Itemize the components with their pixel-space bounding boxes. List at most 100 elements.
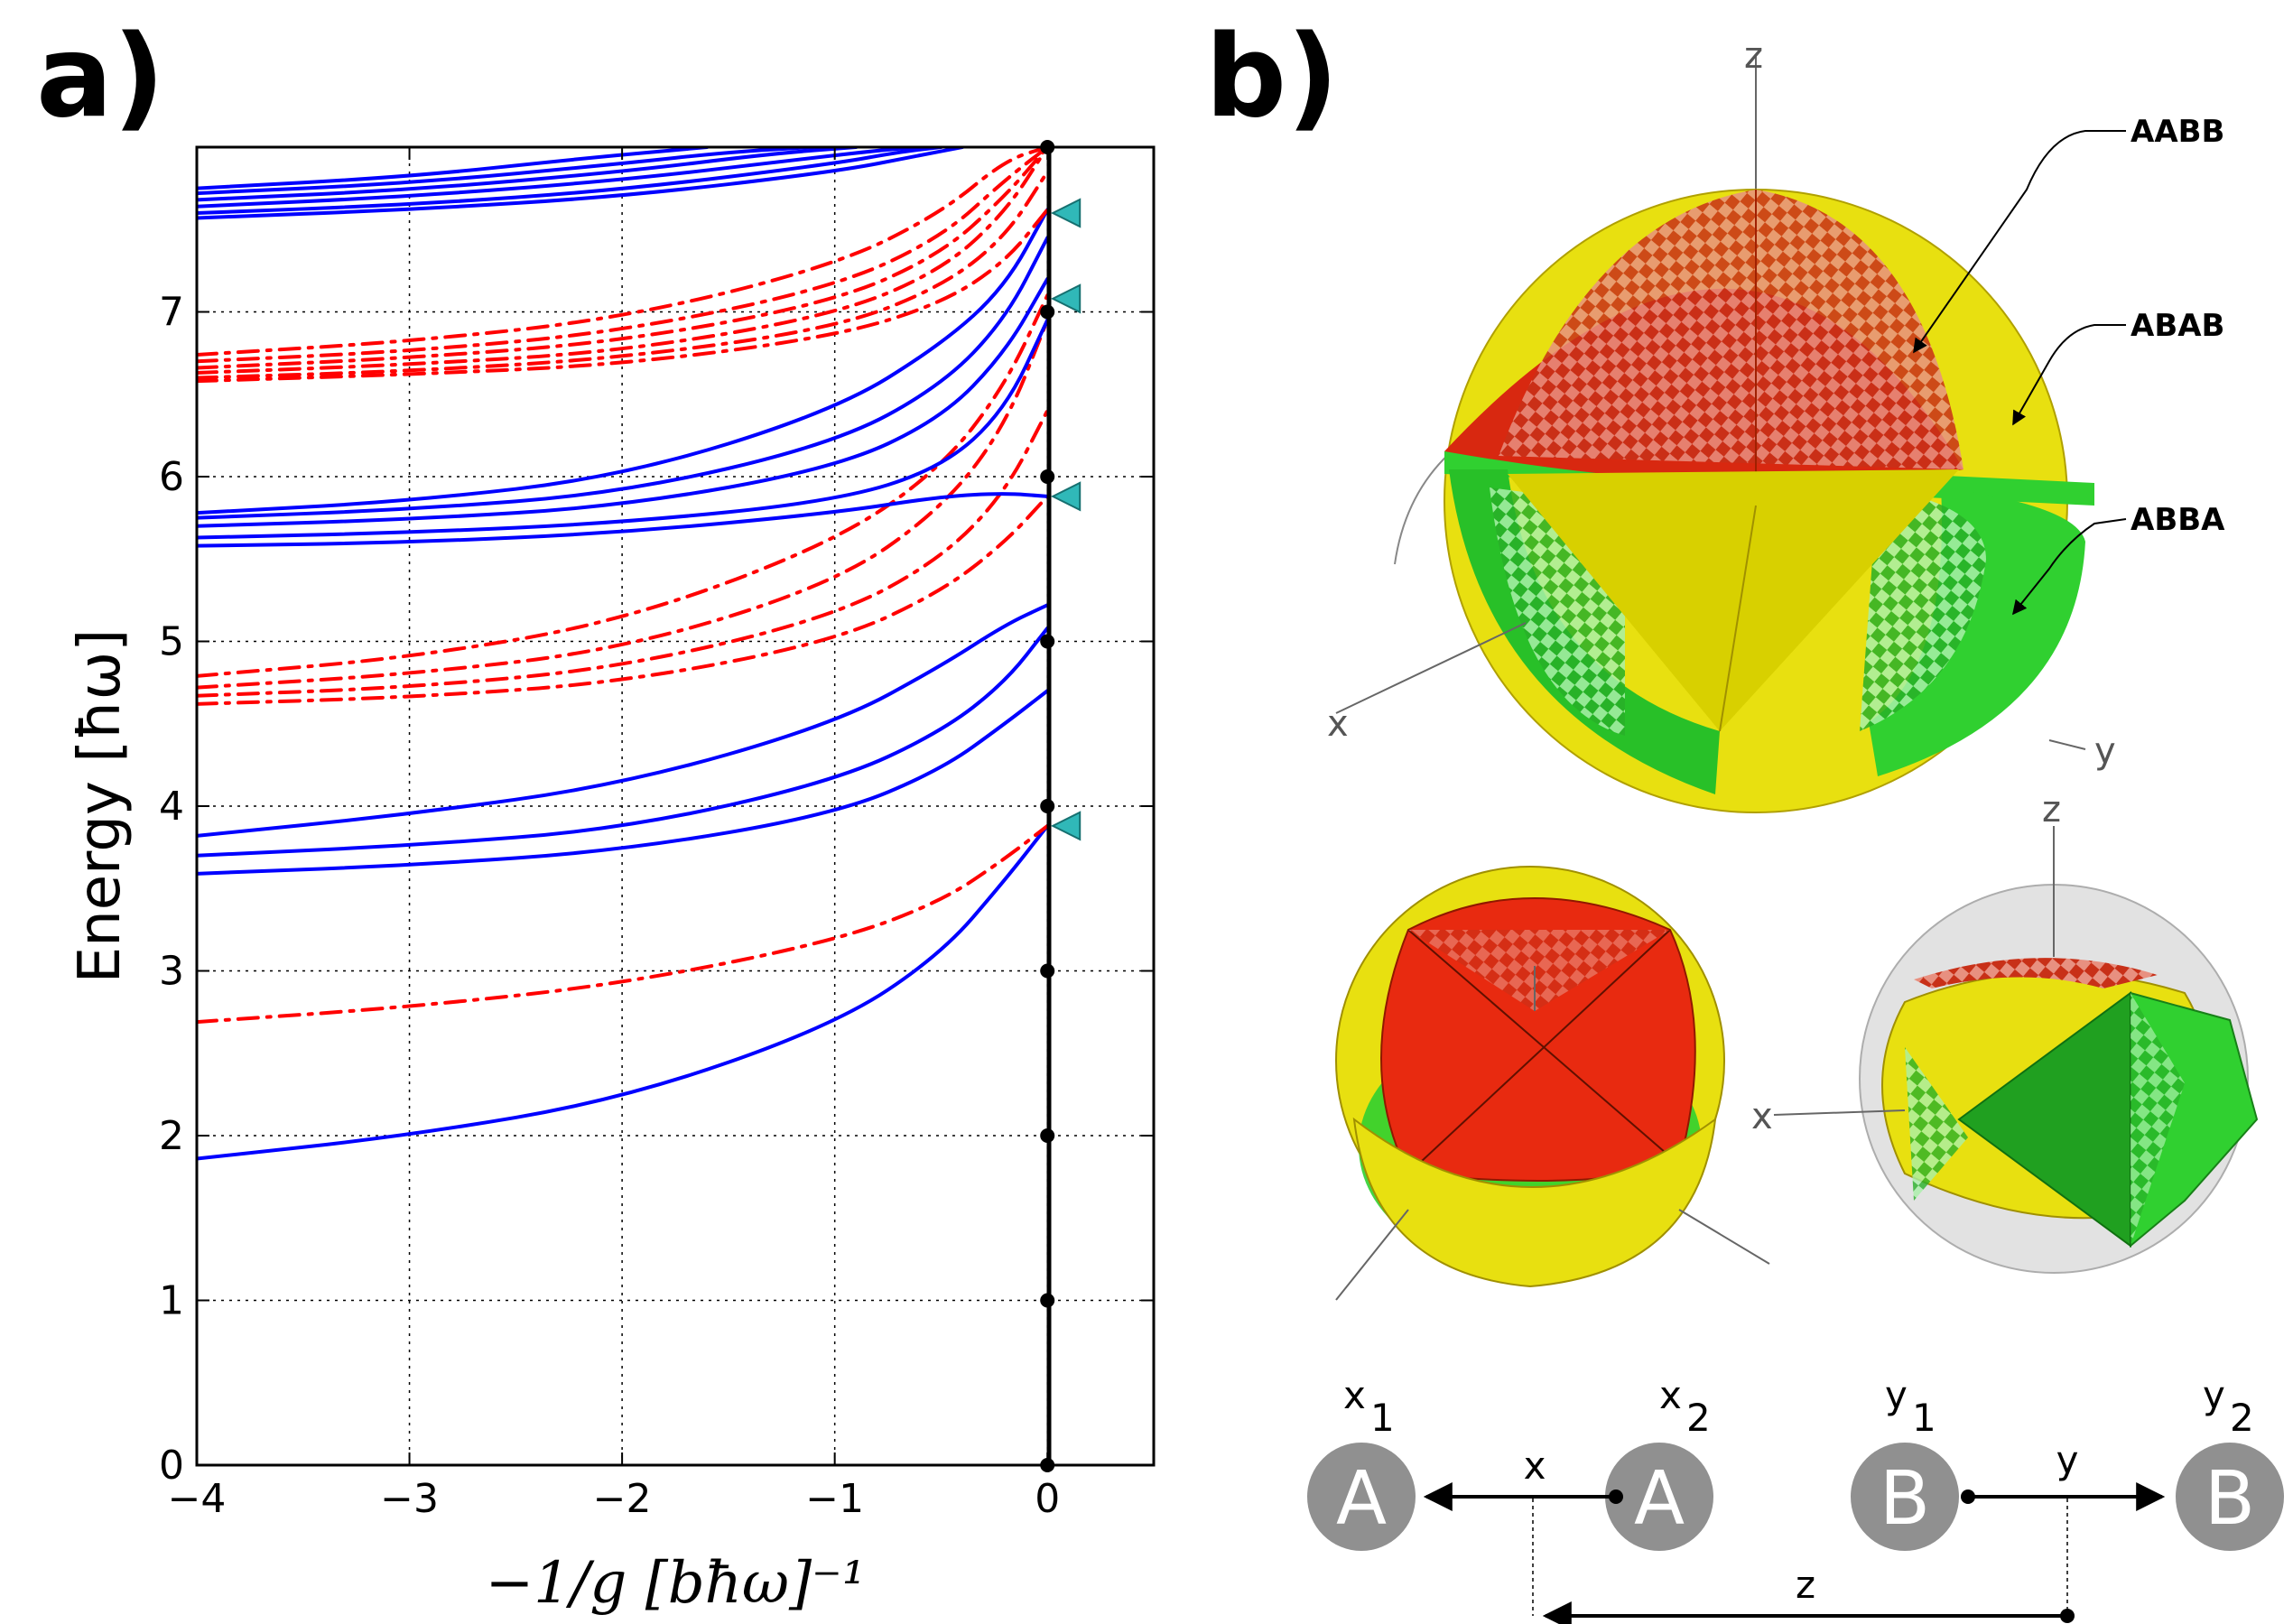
ticks — [196, 147, 1154, 1466]
y-tick-label: 2 — [159, 1113, 184, 1159]
y-tick-label: 1 — [159, 1278, 184, 1324]
atom-a1-letter: A — [1336, 1456, 1387, 1542]
atom-b2 — [2176, 1443, 2284, 1551]
red-checker — [1408, 930, 1670, 1011]
y-axis-line — [2048, 739, 2086, 750]
y-axis-label: Energy [ħω] — [67, 629, 134, 983]
atom-a1-coord-label: x 1 — [1343, 1373, 1395, 1440]
unitary-point — [1040, 799, 1055, 813]
unitary-point — [1040, 304, 1055, 320]
dashdot-series-line — [197, 147, 1050, 370]
x-tick-label: 0 — [1035, 1476, 1060, 1522]
dashdot-series-line — [197, 147, 1050, 376]
solid-series-line — [197, 277, 1050, 528]
green-right-checker — [1860, 487, 1986, 731]
atom-a1-subscript: 1 — [1370, 1396, 1395, 1440]
atom-b2-coord: y — [2203, 1373, 2225, 1417]
unitary-marker — [1050, 283, 1082, 314]
y-tick-label: 6 — [159, 454, 184, 500]
y-axis-letter: y — [2094, 730, 2116, 772]
red-sliver — [1914, 958, 2158, 988]
symmetry-sphere-top-view — [1335, 866, 1770, 1301]
solid-series-line — [197, 318, 1050, 540]
atom-b1 — [1851, 1443, 1959, 1551]
solid-series-line — [197, 208, 1050, 515]
dashdot-series-line — [197, 208, 1050, 384]
y-tick-label: 0 — [159, 1443, 184, 1489]
dashdot-series-line — [197, 170, 1050, 380]
yellow-front — [1508, 469, 1959, 731]
label-abab: ABAB — [2131, 308, 2224, 344]
y-tick-labels: 0 1 2 3 4 5 6 7 — [159, 290, 184, 1489]
solid-series-line — [197, 147, 710, 190]
symmetry-sphere-large: x y z — [1327, 35, 2116, 813]
x-axis-line — [1773, 1109, 1906, 1116]
atom-b2-coord-label: y 2 — [2203, 1373, 2254, 1440]
symmetry-sphere-side-view: x z — [1751, 789, 2259, 1274]
atom-a1 — [1307, 1443, 1416, 1551]
label-aabb: AABB — [2131, 114, 2224, 150]
x-tick-labels: −4 −3 −2 −1 0 — [168, 1476, 1061, 1522]
energy-spectrum-chart: −4 −3 −2 −1 0 0 1 2 3 4 5 6 7 Energy [ħω] −1/g [bħω… — [67, 140, 1156, 1617]
atom-b2-letter: B — [2205, 1456, 2255, 1542]
atom-a2-subscript: 2 — [1686, 1396, 1711, 1440]
atom-a2-letter: A — [1634, 1456, 1685, 1542]
solid-series-line — [197, 147, 816, 196]
z-axis-letter: z — [1744, 35, 1763, 77]
x-vector-origin — [1609, 1489, 1623, 1504]
x-tick-label: −1 — [805, 1476, 864, 1522]
red-checker-region — [1499, 190, 1963, 469]
atom-a2-coord-label: x 2 — [1659, 1373, 1711, 1440]
unitary-point — [1040, 634, 1055, 649]
x-vector-label: x — [1524, 1443, 1546, 1488]
z-axis-letter: z — [2042, 789, 2061, 831]
y-tick-label: 5 — [159, 619, 184, 665]
dashdot-series-line — [197, 318, 1050, 690]
atom-b2-subscript: 2 — [2230, 1396, 2254, 1440]
solid-series-line — [197, 147, 859, 202]
x-tick-label: −4 — [168, 1476, 227, 1522]
dashdot-series-line — [197, 823, 1050, 1025]
x-axis-line-2 — [1335, 622, 1527, 714]
label-abba: ABBA — [2131, 502, 2225, 538]
solid-series-line — [197, 603, 1050, 838]
z-vector-label: z — [1796, 1563, 1815, 1607]
x-axis-letter: x — [1327, 703, 1349, 745]
y-vector-origin — [1961, 1489, 1975, 1504]
green-left-checker — [1905, 1047, 1968, 1201]
y-vector-label: y — [2056, 1438, 2079, 1482]
panel-b-label: b) — [1205, 10, 1339, 143]
atom-b1-letter: B — [1880, 1456, 1930, 1542]
atom-b1-coord: y — [1885, 1373, 1908, 1417]
x-axis-line — [1335, 1209, 1409, 1301]
solid-series-line — [197, 689, 1050, 876]
yellow-edge — [1719, 505, 1757, 732]
solid-series-line — [197, 492, 1050, 548]
coordinate-diagram: A A B B x y z x 1 x 2 y 1 y 2 — [1307, 1373, 2284, 1624]
unitary-point — [1040, 1128, 1055, 1143]
dashdot-series-line — [197, 147, 1050, 357]
solid-series-line — [197, 626, 1050, 858]
atom-b1-coord-label: y 1 — [1885, 1373, 1936, 1440]
green-right — [1869, 487, 2085, 776]
diag-2 — [1407, 929, 1671, 1174]
abab-leader — [2012, 324, 2126, 426]
yellow-bottom — [1352, 1117, 1717, 1288]
spectrum-lines — [197, 147, 1050, 1161]
unitary-marker — [1050, 481, 1082, 512]
dashdot-series-line — [197, 147, 1050, 364]
x-axis-label: −1/g [bħω]⁻¹ — [486, 1550, 866, 1617]
y-tick-label: 3 — [159, 949, 184, 995]
aabb-leader — [1913, 130, 2126, 354]
panel-a-label: a) — [36, 10, 165, 143]
unitary-marker — [1050, 811, 1082, 841]
dashdot-series-line — [197, 293, 1050, 678]
x-tick-label: −2 — [593, 1476, 652, 1522]
x-tick-label: −3 — [380, 1476, 439, 1522]
y-tick-label: 4 — [159, 784, 184, 830]
unitary-marker — [1050, 198, 1082, 228]
atom-b1-subscript: 1 — [1912, 1396, 1936, 1440]
dashdot-series-line — [197, 494, 1050, 706]
dashdot-series-line — [197, 409, 1050, 698]
